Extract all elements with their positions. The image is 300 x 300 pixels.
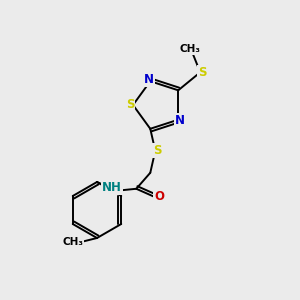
Text: N: N bbox=[144, 73, 154, 86]
Text: CH₃: CH₃ bbox=[180, 44, 201, 54]
Text: S: S bbox=[126, 98, 134, 112]
Text: CH₃: CH₃ bbox=[62, 237, 83, 247]
Text: O: O bbox=[154, 190, 164, 203]
Text: N: N bbox=[175, 114, 185, 127]
Text: S: S bbox=[198, 66, 206, 79]
Text: S: S bbox=[153, 144, 161, 157]
Text: NH: NH bbox=[102, 181, 122, 194]
